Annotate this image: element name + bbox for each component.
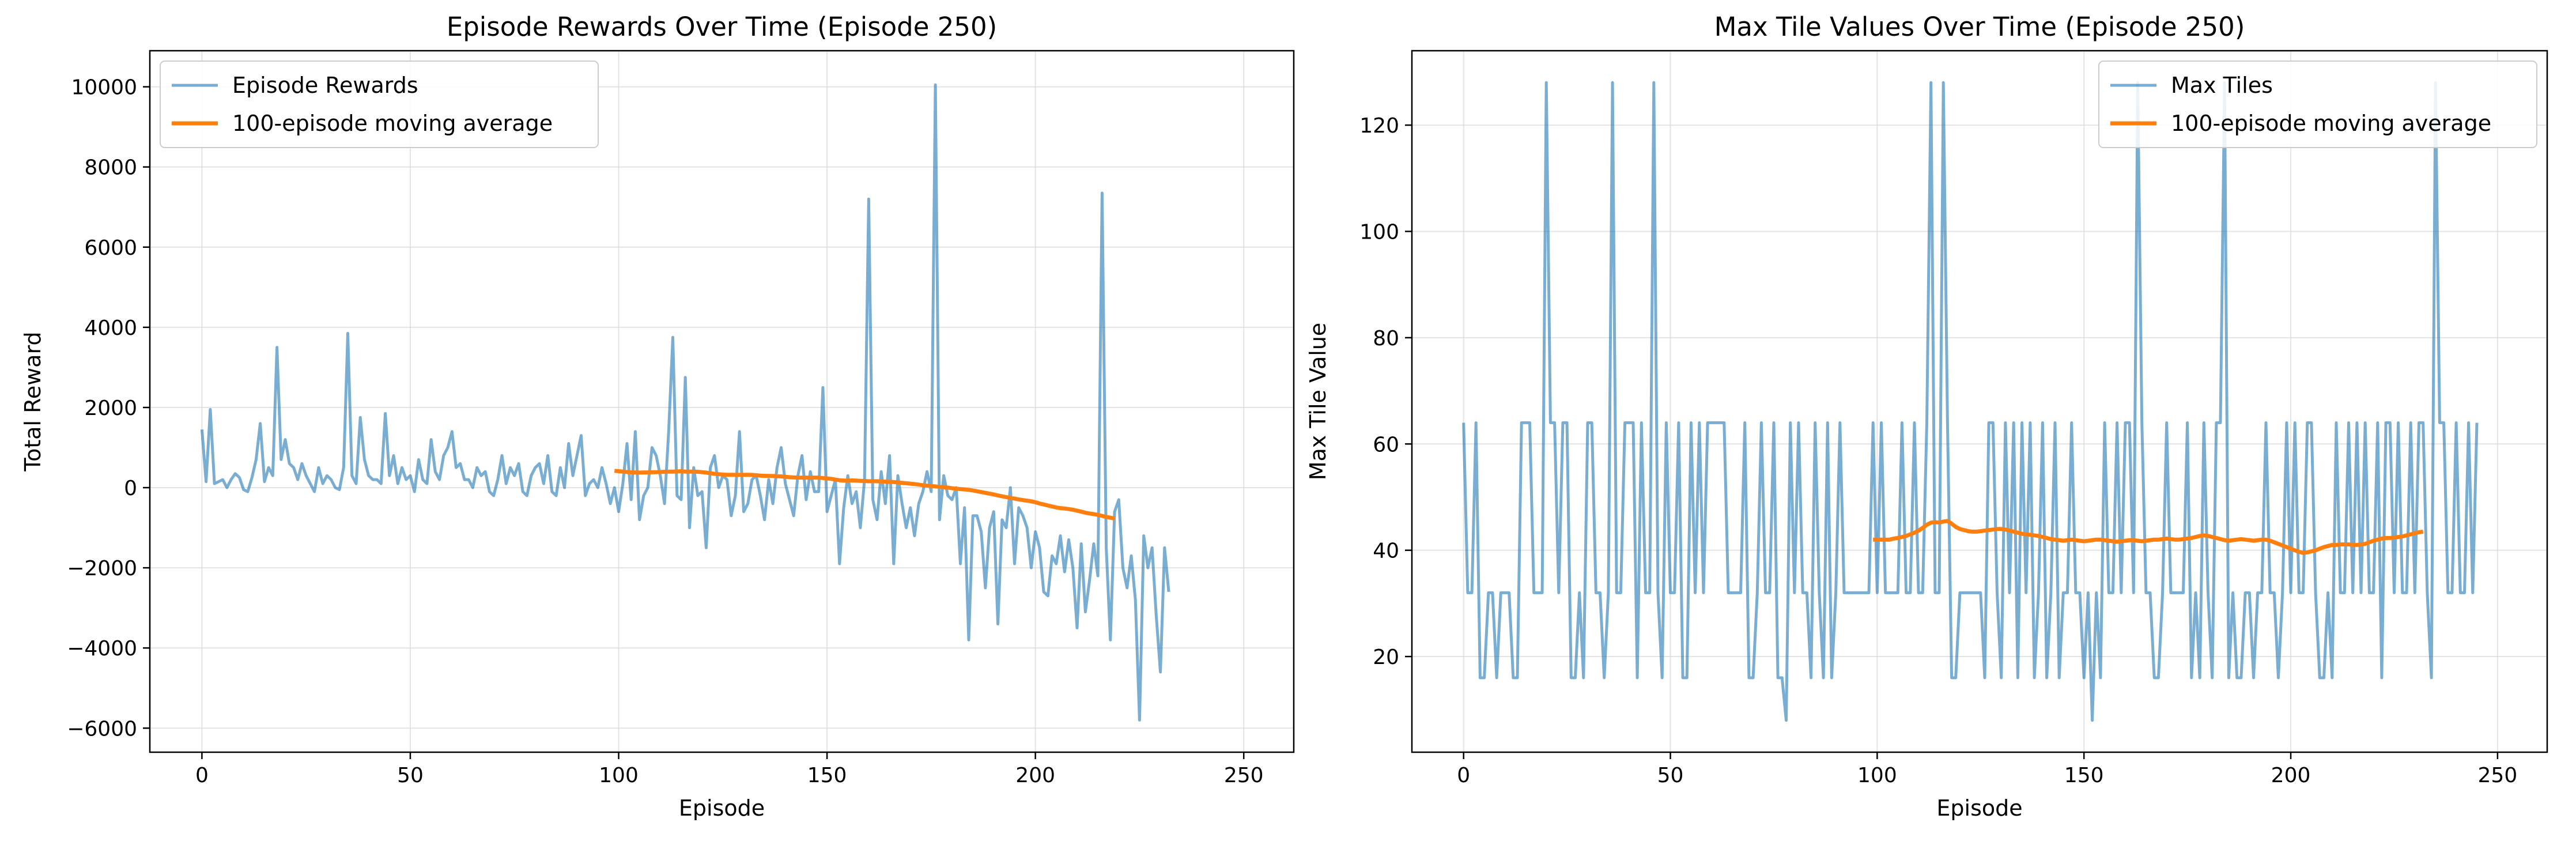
- x-tick-label: 200: [1015, 764, 1055, 787]
- y-tick-label: 8000: [84, 156, 137, 180]
- series-line-1: [200, 83, 1170, 722]
- legend-box: [2098, 61, 2537, 148]
- y-tick-label: 80: [1373, 327, 1399, 350]
- y-tick-label: 4000: [84, 316, 137, 340]
- x-tick-label: 100: [599, 764, 639, 787]
- y-tick-label: 6000: [84, 236, 137, 260]
- x-tick-label: 250: [2478, 764, 2518, 787]
- y-tick-label: 0: [124, 477, 137, 500]
- x-tick-label: 0: [1457, 764, 1470, 787]
- chart-title: Episode Rewards Over Time (Episode 250): [447, 12, 997, 42]
- x-tick-label: 50: [1657, 764, 1684, 787]
- y-tick-label: 40: [1373, 540, 1399, 563]
- y-tick-label: 2000: [84, 397, 137, 420]
- x-tick-label: 0: [195, 764, 209, 787]
- legend-label-1: Max Tiles: [2171, 73, 2273, 98]
- x-tick-label: 100: [1857, 764, 1897, 787]
- chart-1: 0 50 100 150 200 250 −6000 −4000 −2000 0 2000 4000 6…: [20, 12, 1295, 821]
- x-tick-label: 50: [397, 764, 424, 787]
- y-tick-label: −4000: [67, 637, 137, 661]
- y-tick-label: 120: [1359, 114, 1399, 138]
- y-tick-label: −6000: [67, 717, 137, 741]
- x-tick-label: 200: [2271, 764, 2311, 787]
- x-tick-label: 150: [807, 764, 847, 787]
- legend-label-2: 100-episode moving average: [232, 111, 553, 136]
- legend-label-1: Episode Rewards: [232, 73, 418, 98]
- x-tick-label: 150: [2064, 764, 2104, 787]
- chart-title: Max Tile Values Over Time (Episode 250): [1714, 12, 2245, 42]
- series-line-2: [614, 469, 1115, 521]
- plot-frame: [149, 50, 1295, 753]
- y-axis-label: Total Reward: [20, 331, 46, 471]
- series-line-1: [1462, 81, 2479, 722]
- legend-label-2: 100-episode moving average: [2171, 111, 2491, 136]
- y-tick-label: 10000: [71, 76, 137, 100]
- y-axis-label: Max Tile Value: [1305, 323, 1331, 481]
- legend-box: [160, 61, 599, 148]
- x-axis-label: Episode: [679, 795, 765, 821]
- y-tick-label: −2000: [67, 557, 137, 580]
- y-tick-label: 60: [1373, 433, 1399, 457]
- legend: Max Tiles 100-episode moving average: [2098, 61, 2537, 148]
- plot-frame: [1411, 50, 2548, 753]
- x-tick-label: 250: [1224, 764, 1264, 787]
- chart-2: 0 50 100 150 200 250 20 40 60 80 100 120 Max Tile Va…: [1305, 12, 2548, 821]
- series-line-2: [1873, 519, 2424, 555]
- y-tick-label: 100: [1359, 220, 1399, 244]
- y-tick-label: 20: [1373, 646, 1399, 669]
- x-axis-label: Episode: [1936, 795, 2022, 821]
- legend: Episode Rewards 100-episode moving averag…: [160, 61, 599, 148]
